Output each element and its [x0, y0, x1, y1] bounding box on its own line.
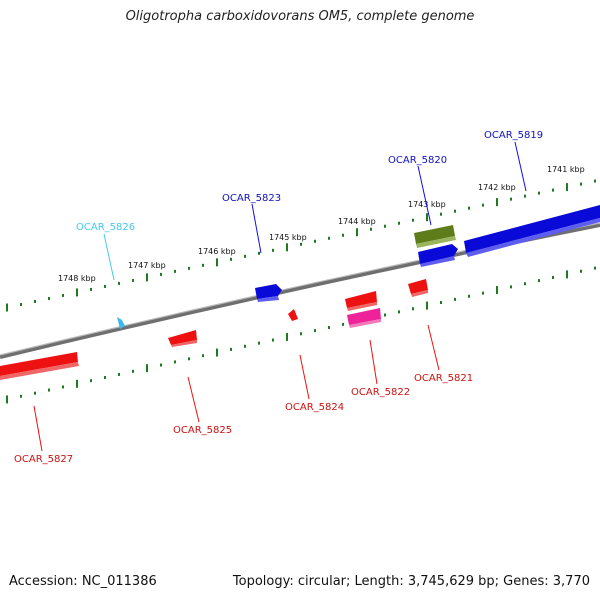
- gene-ocar-5821[interactable]: [408, 279, 428, 297]
- ruler-label-1744: 1744 kbp: [338, 217, 376, 226]
- gene-label-5821[interactable]: OCAR_5821: [414, 373, 473, 384]
- gene-ocar-5820-b[interactable]: [418, 244, 458, 267]
- map-title: Oligotropha carboxidovorans OM5, complet…: [125, 9, 475, 24]
- gene-label-5820[interactable]: OCAR_5820: [388, 155, 447, 166]
- ruler-label-1747: 1747 kbp: [128, 261, 166, 270]
- ruler-label-1748: 1748 kbp: [58, 274, 96, 283]
- gene-ocar-5827[interactable]: [0, 352, 79, 380]
- gene-ocar-5820-a[interactable]: [414, 225, 456, 248]
- ruler-label-1746: 1746 kbp: [198, 247, 236, 256]
- gene-label-5824[interactable]: OCAR_5824: [285, 402, 344, 413]
- gene-label-5825[interactable]: OCAR_5825: [173, 425, 232, 436]
- gene-ocar-5822-a[interactable]: [345, 291, 377, 311]
- gene-ocar-5822-b[interactable]: [347, 308, 381, 328]
- gene-ocar-5826[interactable]: [117, 317, 125, 329]
- gene-label-5823[interactable]: OCAR_5823: [222, 193, 281, 204]
- gene-ocar-5823[interactable]: [255, 284, 282, 302]
- gene-label-5819[interactable]: OCAR_5819: [484, 130, 543, 141]
- topology-text: Topology: circular; Length: 3,745,629 bp…: [232, 574, 590, 589]
- gene-ocar-5825[interactable]: [168, 330, 197, 347]
- ruler-label-1742: 1742 kbp: [478, 183, 516, 192]
- gene-ocar-5824[interactable]: [288, 309, 298, 321]
- gene-label-5826[interactable]: OCAR_5826: [76, 222, 135, 233]
- accession-text: Accession: NC_011386: [9, 574, 157, 589]
- gene-label-5827[interactable]: OCAR_5827: [14, 454, 73, 465]
- gene-label-5822[interactable]: OCAR_5822: [351, 387, 410, 398]
- ruler-label-1741: 1741 kbp: [547, 165, 585, 174]
- gene-ocar-5819[interactable]: [464, 205, 600, 257]
- ruler-label-1745: 1745 kbp: [269, 233, 307, 242]
- outer-tick-track: [6, 179, 596, 312]
